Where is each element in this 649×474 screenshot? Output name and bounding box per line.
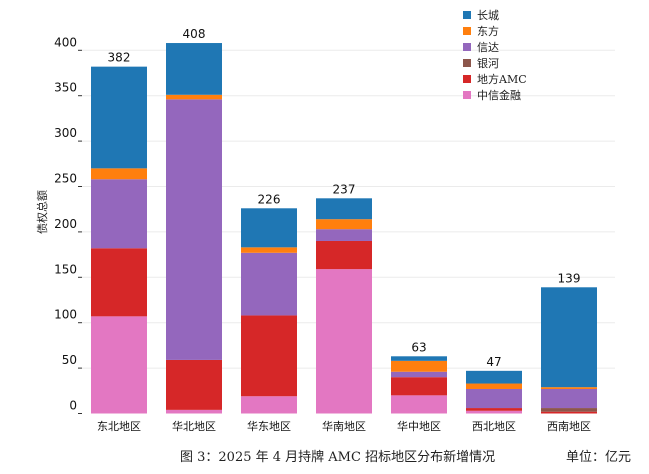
bar-segment-信达 bbox=[166, 99, 222, 360]
total-label: 139 bbox=[558, 271, 581, 285]
legend-swatch bbox=[463, 91, 471, 99]
y-tick-label: 350 bbox=[54, 81, 77, 95]
legend-swatch bbox=[463, 59, 471, 67]
bar-segment-长城 bbox=[541, 287, 597, 388]
figure-caption: 图 3：2025 年 4 月持牌 AMC 招标地区分布新增情况 bbox=[180, 450, 496, 465]
bar-segment-长城 bbox=[166, 43, 222, 95]
y-axis-label: 债权总额 bbox=[35, 190, 49, 234]
bar-segment-地方AMC bbox=[316, 240, 372, 270]
bar-segment-中信金融 bbox=[91, 316, 147, 414]
bar-segment-地方AMC bbox=[166, 359, 222, 410]
y-tick-label: 0 bbox=[69, 399, 77, 413]
y-tick-label: 200 bbox=[54, 217, 77, 231]
x-tick-label: 华东地区 bbox=[247, 419, 291, 433]
bar-segment-中信金融 bbox=[316, 269, 372, 414]
bar-segment-信达 bbox=[391, 371, 447, 378]
y-tick-label: 250 bbox=[54, 172, 77, 186]
bar-segment-信达 bbox=[241, 252, 297, 316]
total-label: 382 bbox=[108, 51, 131, 65]
bar-segment-地方AMC bbox=[91, 248, 147, 317]
x-tick-label: 东北地区 bbox=[97, 420, 141, 433]
legend-label: 东方 bbox=[477, 24, 499, 38]
legend-swatch bbox=[463, 43, 471, 51]
bar-segment-长城 bbox=[466, 370, 522, 384]
x-tick-label: 西南地区 bbox=[547, 420, 591, 433]
bar-segment-信达 bbox=[466, 388, 522, 409]
y-tick-label: 50 bbox=[62, 353, 77, 367]
bar-segment-地方AMC bbox=[466, 408, 522, 411]
bar-segment-信达 bbox=[316, 229, 372, 241]
bar-segment-中信金融 bbox=[241, 396, 297, 414]
bar-segment-银河 bbox=[541, 408, 597, 412]
unit-label: 单位：亿元 bbox=[566, 450, 632, 465]
legend-swatch bbox=[463, 75, 471, 83]
y-tick-label: 100 bbox=[54, 308, 77, 322]
legend-label: 中信金融 bbox=[477, 88, 521, 102]
bar-segment-东方 bbox=[316, 219, 372, 230]
bar-segment-信达 bbox=[91, 179, 147, 249]
legend-label: 银河 bbox=[477, 56, 499, 70]
bar-segment-东方 bbox=[166, 94, 222, 100]
total-label: 63 bbox=[411, 340, 426, 354]
legend-label: 地方AMC bbox=[477, 72, 527, 86]
bar-segment-东方 bbox=[391, 360, 447, 372]
legend-swatch bbox=[463, 11, 471, 19]
y-tick-label: 150 bbox=[54, 262, 77, 276]
y-tick-label: 400 bbox=[54, 35, 77, 49]
bar-segment-长城 bbox=[91, 66, 147, 169]
y-tick-label: 300 bbox=[54, 126, 77, 140]
x-tick-label: 华南地区 bbox=[322, 419, 366, 433]
bar-segment-东方 bbox=[241, 247, 297, 253]
x-tick-label: 华中地区 bbox=[397, 419, 441, 433]
bar-segment-东方 bbox=[466, 383, 522, 389]
total-label: 237 bbox=[333, 182, 356, 196]
bar-segment-中信金融 bbox=[466, 410, 522, 414]
bar-segment-长城 bbox=[316, 198, 372, 220]
bar-segment-信达 bbox=[541, 388, 597, 409]
total-label: 408 bbox=[183, 27, 206, 41]
legend-label: 长城 bbox=[477, 9, 499, 22]
bar-segment-长城 bbox=[241, 208, 297, 248]
bar-segment-长城 bbox=[391, 356, 447, 361]
bar-segment-东方 bbox=[541, 387, 597, 389]
x-tick-label: 华北地区 bbox=[172, 419, 216, 433]
bar-segment-中信金融 bbox=[391, 395, 447, 414]
legend-label: 信达 bbox=[477, 41, 499, 54]
bar-segment-东方 bbox=[91, 168, 147, 180]
total-label: 226 bbox=[258, 192, 281, 206]
x-tick-label: 西北地区 bbox=[472, 420, 516, 433]
bar-segment-地方AMC bbox=[541, 411, 597, 414]
bar-segment-地方AMC bbox=[241, 315, 297, 397]
bar-segment-地方AMC bbox=[391, 377, 447, 396]
legend-swatch bbox=[463, 27, 471, 35]
total-label: 47 bbox=[486, 355, 501, 369]
bar-segment-中信金融 bbox=[166, 409, 222, 414]
